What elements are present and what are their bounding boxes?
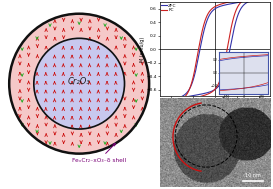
Legend: ZFC, FC: ZFC, FC xyxy=(161,3,177,13)
ZFC xyxy=(178,97,181,99)
ZFC xyxy=(208,91,211,93)
ZFC xyxy=(186,95,190,98)
FC xyxy=(232,17,235,19)
Text: Cr₂O₃: Cr₂O₃ xyxy=(68,77,91,86)
ZFC xyxy=(232,30,235,32)
Line: ZFC: ZFC xyxy=(160,0,270,102)
FC xyxy=(186,98,190,101)
FC xyxy=(223,60,227,62)
FC xyxy=(208,92,211,94)
X-axis label: H (Oe): H (Oe) xyxy=(207,105,223,110)
ZFC xyxy=(158,101,161,103)
FC xyxy=(241,0,245,2)
FC xyxy=(158,105,161,108)
Circle shape xyxy=(34,38,124,129)
Y-axis label: M (emu/g): M (emu/g) xyxy=(140,36,145,62)
Text: 10 nm: 10 nm xyxy=(245,173,260,177)
ZFC xyxy=(223,71,227,73)
FC xyxy=(178,101,181,103)
Circle shape xyxy=(9,14,149,154)
Line: FC: FC xyxy=(160,0,270,107)
ZFC xyxy=(241,5,245,7)
Text: FeₓCr₂₋xO₃₋δ shell: FeₓCr₂₋xO₃₋δ shell xyxy=(72,143,126,163)
